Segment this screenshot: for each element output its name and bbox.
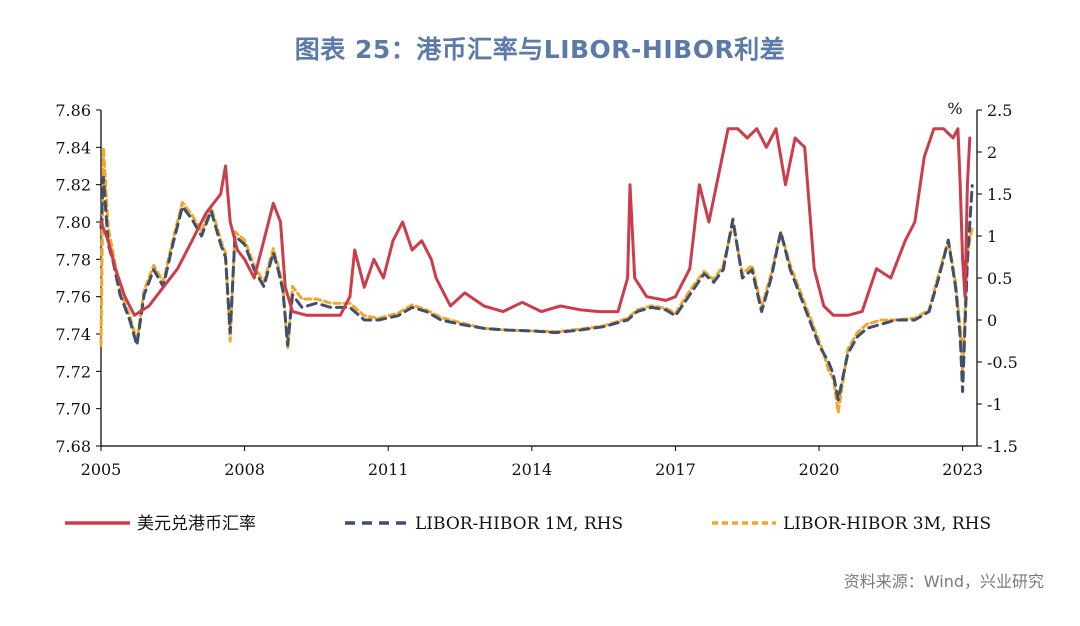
chart-title: 图表 25：港币汇率与LIBOR-HIBOR利差 bbox=[294, 35, 786, 64]
right-y-tick-label: -0.5 bbox=[987, 353, 1018, 372]
x-tick-label: 2017 bbox=[655, 460, 696, 479]
right-y-tick-label: 2.5 bbox=[987, 101, 1012, 120]
x-tick-label: 2014 bbox=[511, 460, 552, 479]
legend: 美元兑港币汇率 LIBOR-HIBOR 1M, RHS LIBOR-HIBOR 3M… bbox=[65, 514, 991, 534]
legend-label-3: LIBOR-HIBOR 3M, RHS bbox=[783, 514, 991, 534]
x-tick-label: 2008 bbox=[224, 460, 265, 479]
left-y-tick-label: 7.82 bbox=[55, 176, 91, 195]
left-y-tick-label: 7.80 bbox=[55, 213, 91, 232]
right-y-tick-label: 0 bbox=[987, 311, 997, 330]
source-note: 资料来源：Wind，兴业研究 bbox=[843, 572, 1044, 591]
legend-label-2: LIBOR-HIBOR 1M, RHS bbox=[415, 514, 623, 534]
x-tick-label: 2020 bbox=[799, 460, 840, 479]
series-line-1 bbox=[99, 127, 972, 317]
left-y-tick-label: 7.84 bbox=[55, 138, 91, 157]
left-y-tick-label: 7.70 bbox=[55, 400, 91, 419]
right-y-tick-label: 0.5 bbox=[987, 269, 1012, 288]
right-y-tick-label: 2 bbox=[987, 143, 997, 162]
axes-layer: 7.68 7.70 7.72 7.74 7.76 7.78 7.80 7.82 7.84 7.86… bbox=[55, 99, 1017, 479]
right-y-tick-label: -1 bbox=[987, 395, 1003, 414]
left-y-tick-label: 7.72 bbox=[55, 362, 91, 381]
right-y-tick-label: -1.5 bbox=[987, 437, 1018, 456]
series-layer bbox=[99, 127, 974, 414]
left-y-tick-label: 7.74 bbox=[55, 325, 91, 344]
x-tick-label: 2005 bbox=[81, 460, 122, 479]
left-y-tick-label: 7.78 bbox=[55, 250, 91, 269]
x-tick-label: 2011 bbox=[368, 460, 409, 479]
series-line-2 bbox=[99, 175, 974, 402]
series-line-3 bbox=[99, 146, 974, 414]
left-y-tick-label: 7.86 bbox=[55, 101, 91, 120]
right-y-unit-label: % bbox=[947, 99, 962, 118]
x-tick-label: 2023 bbox=[942, 460, 983, 479]
right-y-tick-label: 1.5 bbox=[987, 185, 1012, 204]
left-y-tick-label: 7.76 bbox=[55, 288, 91, 307]
right-y-tick-label: 1 bbox=[987, 227, 997, 246]
legend-label-1: 美元兑港币汇率 bbox=[137, 514, 256, 534]
left-y-tick-label: 7.68 bbox=[55, 437, 91, 456]
